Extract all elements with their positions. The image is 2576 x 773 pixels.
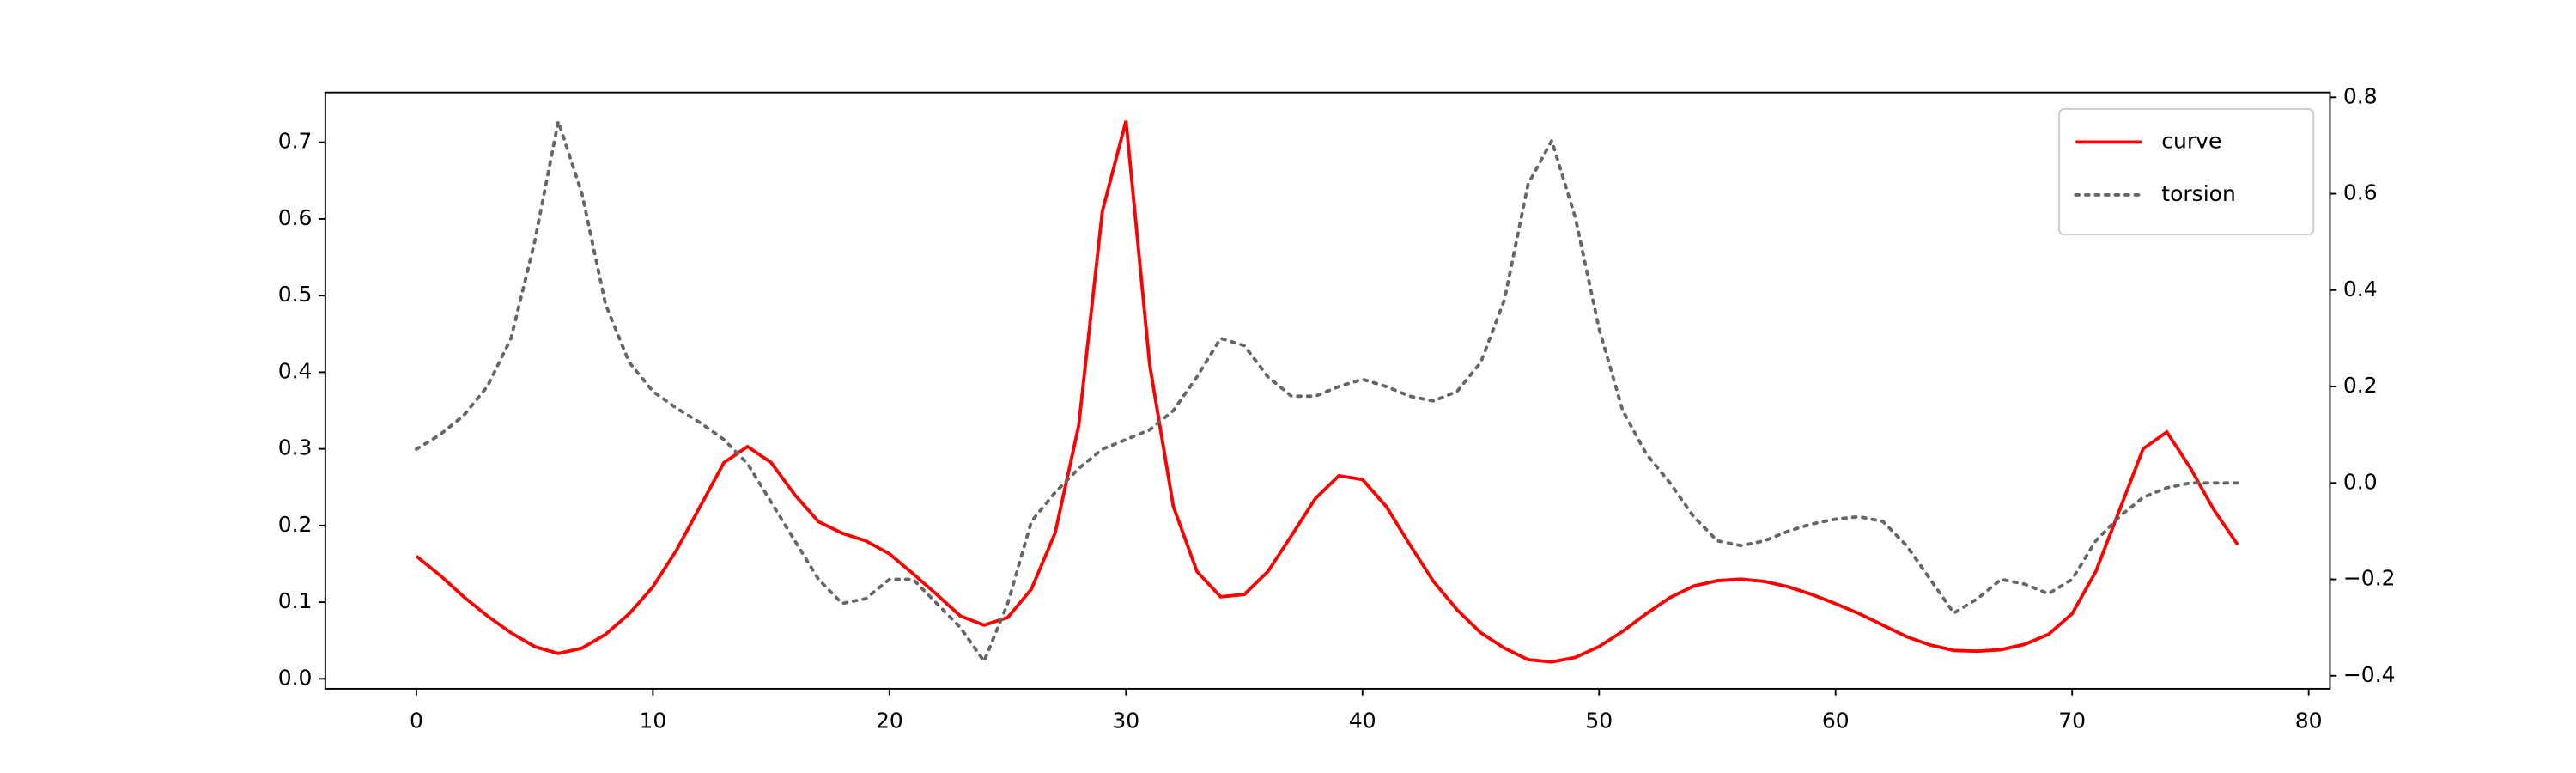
x-tick-label: 40 xyxy=(1349,708,1376,733)
legend-label: curve xyxy=(2161,128,2221,153)
y2-tick-label: 0.2 xyxy=(2343,373,2378,398)
x-tick-label: 0 xyxy=(410,708,423,733)
x-tick-label: 80 xyxy=(2295,708,2323,733)
plot-frame xyxy=(324,91,2331,690)
x-tick-label: 10 xyxy=(639,708,666,733)
y-tick-label: 0.0 xyxy=(278,665,313,690)
series-line xyxy=(414,114,2239,665)
y-tick-label: 0.6 xyxy=(278,205,313,230)
y2-tick-label: 0.8 xyxy=(2343,83,2378,108)
y-tick-label: 0.5 xyxy=(278,282,313,307)
x-tick-label: 70 xyxy=(2058,708,2086,733)
y-tick-label: 0.3 xyxy=(278,435,313,460)
x-tick-label: 30 xyxy=(1112,708,1139,733)
y2-tick-label: 0.4 xyxy=(2343,277,2378,301)
y2-tick-label: 0.0 xyxy=(2343,469,2378,494)
x-tick-label: 50 xyxy=(1585,708,1613,733)
y-tick-label: 0.2 xyxy=(278,512,313,537)
y2-tick-label: −0.4 xyxy=(2343,662,2396,687)
y-tick-label: 0.7 xyxy=(278,129,313,154)
y-tick-label: 0.4 xyxy=(278,358,313,383)
x-tick-label: 20 xyxy=(876,708,903,733)
y2-tick-label: 0.6 xyxy=(2343,180,2378,205)
y-tick-label: 0.1 xyxy=(278,588,313,613)
legend-label: torsion xyxy=(2161,181,2236,206)
y2-tick-label: −0.2 xyxy=(2343,566,2396,591)
x-tick-label: 60 xyxy=(1822,708,1850,733)
series-line xyxy=(415,120,2239,664)
